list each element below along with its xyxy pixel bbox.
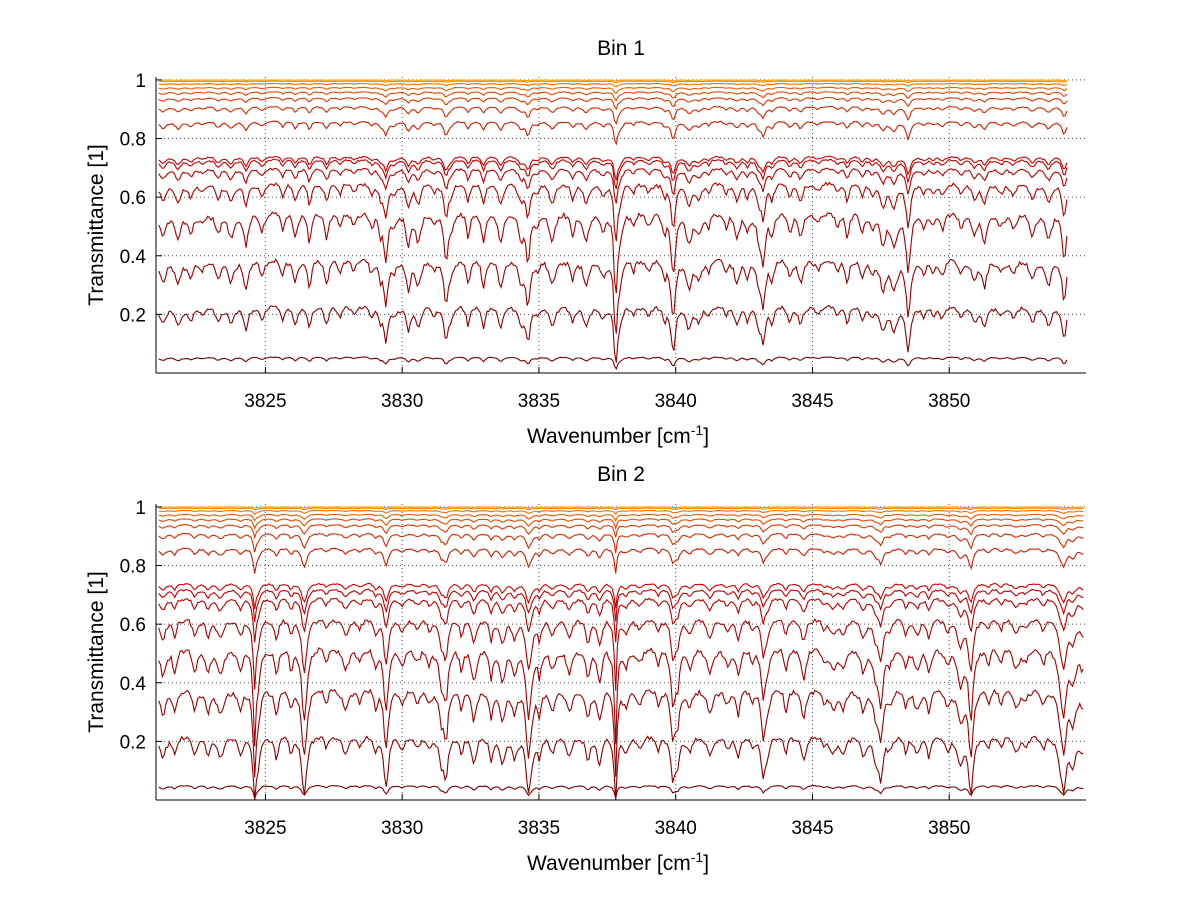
chart-title: Bin 1 [597, 37, 645, 60]
y-tick-label: 0.4 [120, 247, 147, 268]
series-line-4 [158, 688, 1084, 778]
x-tick-label: 3835 [518, 391, 560, 412]
series-line-3 [158, 735, 1084, 801]
series-line-11 [158, 105, 1068, 125]
series-line-6 [158, 617, 1084, 691]
series-line-9 [158, 582, 1084, 610]
series-line-8 [158, 158, 1068, 190]
series-line-9 [158, 155, 1068, 181]
y-tick-label: 1 [135, 71, 146, 92]
series-line-2 [158, 784, 1084, 801]
y-tick-label: 0.6 [120, 615, 146, 636]
series-line-14 [158, 513, 1084, 523]
panel-bin-1: Bin 1 3825 3830 3835 3840 3845 3850 0.2 0.4 0.6… [85, 37, 1086, 448]
x-tick-label: 3825 [244, 391, 286, 412]
x-tick-label: 3830 [381, 818, 423, 839]
x-tick-label: 3850 [928, 391, 970, 412]
x-tick-label: 3835 [518, 818, 560, 839]
x-tick-label: 3845 [791, 818, 833, 839]
y-tick-label: 1 [135, 498, 146, 519]
y-tick-label: 0.8 [120, 557, 146, 578]
series-line-12 [158, 96, 1068, 111]
series-line-14 [158, 86, 1068, 94]
series-line-3 [158, 304, 1068, 363]
x-tick-label: 3845 [791, 391, 833, 412]
y-tick-label: 0.8 [120, 130, 146, 151]
series-line-4 [158, 258, 1068, 334]
y-tick-label: 0.2 [120, 732, 146, 753]
x-axis-label: Wavenumber [cm-1] [527, 422, 709, 448]
x-tick-label: 3840 [655, 391, 697, 412]
series-line-17 [158, 79, 1067, 82]
plot-area [158, 79, 1068, 374]
series-line-11 [158, 532, 1084, 553]
x-tick-label: 3825 [244, 818, 286, 839]
y-tick-labels: 0.2 0.4 0.6 0.8 1 [120, 71, 147, 326]
series-line-8 [158, 588, 1084, 623]
x-axis-label: Wavenumber [cm-1] [527, 849, 709, 875]
series-line-13 [158, 518, 1084, 531]
y-tick-label: 0.2 [120, 305, 146, 326]
series-line-10 [158, 547, 1084, 574]
series-line-6 [158, 181, 1068, 242]
series-line-5 [158, 211, 1068, 294]
plot-area [158, 506, 1084, 801]
series-line-16 [158, 80, 1068, 84]
series-line-17 [158, 506, 1084, 509]
y-tick-label: 0.6 [120, 188, 146, 209]
x-tick-label: 3850 [928, 818, 970, 839]
y-tick-labels: 0.2 0.4 0.6 0.8 1 [120, 498, 147, 753]
series-line-12 [158, 524, 1084, 540]
y-axis-label: Transmittance [1] [85, 571, 108, 732]
x-tick-labels: 3825 3830 3835 3840 3845 3850 [244, 818, 970, 839]
x-tick-label: 3840 [655, 818, 697, 839]
series-line-7 [158, 167, 1068, 204]
x-tick-labels: 3825 3830 3835 3840 3845 3850 [244, 391, 970, 412]
panel-bin-2: Bin 2 3825 3830 3835 3840 3845 3850 0.2 0.4 0.6… [85, 463, 1086, 875]
y-axis-label: Transmittance [1] [85, 144, 108, 305]
series-line-2 [158, 356, 1068, 371]
y-tick-label: 0.4 [120, 674, 147, 695]
x-tick-label: 3830 [381, 391, 423, 412]
series-line-5 [158, 647, 1084, 747]
series-line-13 [158, 91, 1068, 102]
series-line-10 [158, 120, 1068, 146]
series-line-16 [158, 507, 1084, 511]
series-line-7 [158, 597, 1084, 643]
series-line-15 [158, 509, 1084, 516]
axes [155, 504, 1086, 801]
axes [155, 77, 1086, 374]
series-line-15 [158, 82, 1068, 88]
chart-title: Bin 2 [597, 463, 645, 486]
